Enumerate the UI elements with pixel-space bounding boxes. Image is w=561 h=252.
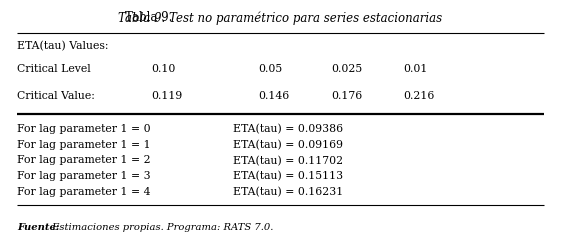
- Text: Tabla 9.: Tabla 9.: [125, 11, 176, 24]
- Text: For lag parameter 1 = 3: For lag parameter 1 = 3: [17, 171, 150, 181]
- Text: Tabla 9. Test no paramétrico para series estacionarias: Tabla 9. Test no paramétrico para series…: [118, 11, 443, 25]
- Text: ETA(tau) = 0.09169: ETA(tau) = 0.09169: [233, 140, 343, 150]
- Text: 0.01: 0.01: [403, 64, 427, 74]
- Text: ETA(tau) = 0.11702: ETA(tau) = 0.11702: [233, 155, 343, 166]
- Text: For lag parameter 1 = 0: For lag parameter 1 = 0: [17, 124, 150, 134]
- Text: ETA(tau) Values:: ETA(tau) Values:: [17, 41, 108, 51]
- Text: Fuente:: Fuente:: [17, 223, 59, 232]
- Text: 0.119: 0.119: [151, 91, 183, 101]
- Text: 0.216: 0.216: [403, 91, 434, 101]
- Text: For lag parameter 1 = 4: For lag parameter 1 = 4: [17, 187, 150, 197]
- Text: ETA(tau) = 0.15113: ETA(tau) = 0.15113: [233, 171, 343, 181]
- Text: ETA(tau) = 0.09386: ETA(tau) = 0.09386: [233, 124, 343, 135]
- Text: 0.05: 0.05: [258, 64, 282, 74]
- Text: For lag parameter 1 = 2: For lag parameter 1 = 2: [17, 155, 150, 166]
- Text: For lag parameter 1 = 1: For lag parameter 1 = 1: [17, 140, 150, 150]
- Text: Critical Level: Critical Level: [17, 64, 90, 74]
- Text: 0.146: 0.146: [258, 91, 289, 101]
- Text: Critical Value:: Critical Value:: [17, 91, 95, 101]
- Text: 0.025: 0.025: [331, 64, 362, 74]
- Text: 0.10: 0.10: [151, 64, 176, 74]
- Text: Estimaciones propias. Programa: RATS 7.0.: Estimaciones propias. Programa: RATS 7.0…: [49, 223, 274, 232]
- Text: ETA(tau) = 0.16231: ETA(tau) = 0.16231: [233, 187, 343, 197]
- Text: 0.176: 0.176: [331, 91, 362, 101]
